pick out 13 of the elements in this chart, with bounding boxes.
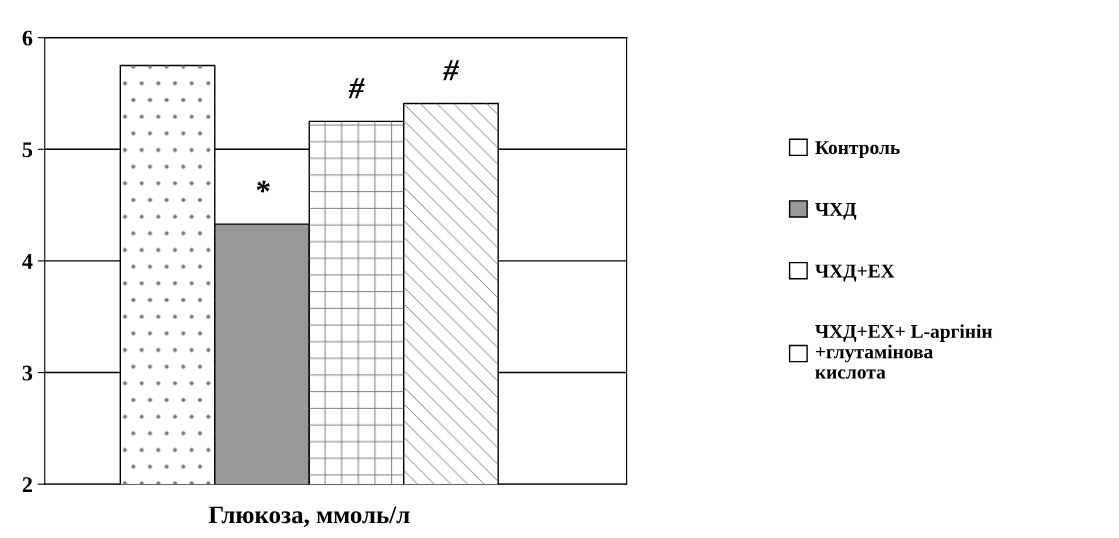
annotation: #: [348, 78, 365, 99]
legend-label: ЧХД+ЕХ+ L-аргінін +глутамінова кислота: [815, 324, 993, 379]
legend-label: Контроль: [815, 141, 900, 159]
y-tick-label: 6: [22, 30, 33, 46]
annotation: *: [256, 180, 270, 193]
y-tick-label: 3: [22, 365, 33, 381]
legend-label: ЧХД+ЕХ: [815, 264, 895, 282]
annotation: #: [443, 60, 460, 81]
y-tick-label: 4: [22, 254, 33, 269]
y-tick-label: 2: [22, 477, 32, 492]
x-tick-label: Глюкоза, ммоль/л: [208, 506, 410, 527]
y-tick-label: 5: [22, 142, 33, 158]
legend-label: ЧХД: [815, 202, 857, 220]
